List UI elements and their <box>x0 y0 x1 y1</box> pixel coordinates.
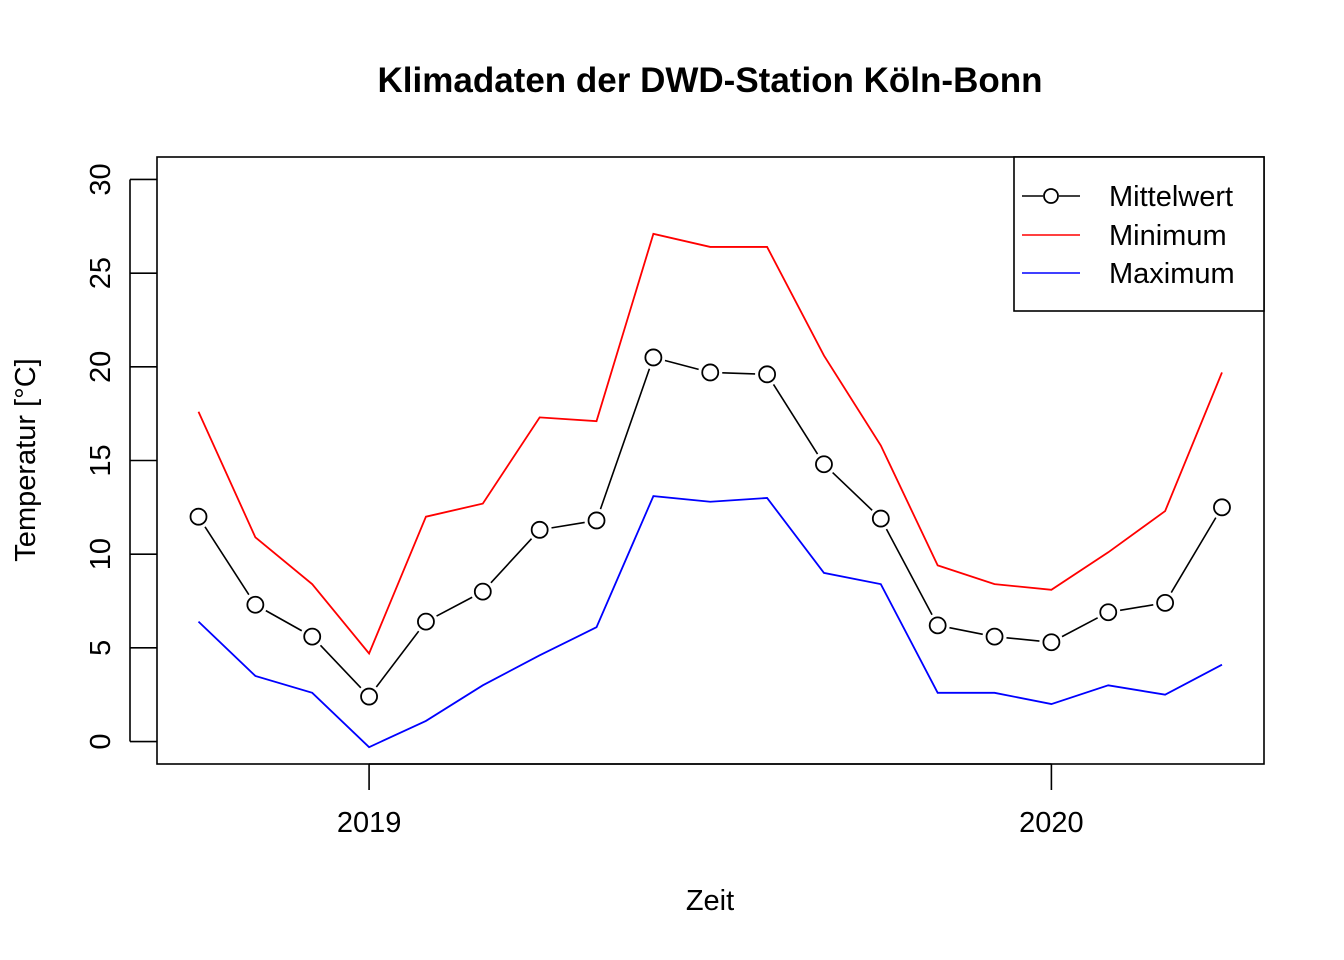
series-line-segment <box>319 644 362 689</box>
series-line-segment <box>436 596 473 617</box>
legend-marker <box>1043 188 1059 204</box>
y-tick-label: 5 <box>85 640 117 656</box>
y-tick-label: 30 <box>85 163 117 195</box>
y-tick-label: 15 <box>85 444 117 476</box>
y-axis: 0 5 10 15 20 25 30 <box>85 163 157 750</box>
x-axis: 2019 2020 <box>337 763 1084 839</box>
data-point <box>701 363 720 382</box>
series-line-segment <box>885 528 933 616</box>
data-point <box>360 687 378 706</box>
legend: Mittelwert Minimum Maximum <box>1013 156 1265 312</box>
data-point <box>246 595 265 614</box>
y-tick-label: 10 <box>85 538 117 570</box>
x-axis-label: Zeit <box>686 885 734 917</box>
series-line-segment <box>599 368 651 510</box>
data-point <box>758 365 776 384</box>
series-line-segment <box>949 626 983 636</box>
y-tick-label: 25 <box>85 257 117 289</box>
data-point <box>644 348 663 367</box>
data-point <box>1156 593 1175 612</box>
series-line <box>197 232 1223 656</box>
data-point <box>815 455 833 474</box>
series-line-segment <box>1006 636 1040 642</box>
legend-item-maximum: Maximum <box>1022 258 1235 290</box>
data-point <box>530 520 549 539</box>
series-line <box>197 495 1223 749</box>
series-line-segment <box>832 471 873 511</box>
series-line-segment <box>204 526 250 596</box>
x-tick-label: 2020 <box>1019 807 1084 839</box>
data-point <box>417 612 435 631</box>
series-line-segment <box>375 630 420 688</box>
chart-title: Klimadaten der DWD-Station Köln-Bonn <box>378 61 1043 100</box>
series-line-segment <box>664 359 699 371</box>
legend-item-mittelwert: Mittelwert <box>1022 181 1233 213</box>
series-line-segment <box>265 609 303 632</box>
data-point <box>871 509 890 528</box>
data-point <box>1213 498 1231 517</box>
series-line-segment <box>1119 604 1154 612</box>
series-layer <box>189 232 1231 749</box>
series-line-segment <box>1170 517 1217 593</box>
legend-label: Mittelwert <box>1109 181 1233 213</box>
y-axis-label: Temperatur [°C] <box>10 358 42 561</box>
legend-item-minimum: Minimum <box>1022 220 1227 252</box>
data-point <box>189 507 208 526</box>
series-line-segment <box>490 538 533 584</box>
data-point <box>1042 633 1061 652</box>
data-point <box>303 627 322 646</box>
series-line-segment <box>551 521 585 529</box>
series-line-segment <box>722 372 756 375</box>
y-tick-label: 20 <box>85 351 117 383</box>
x-tick-label: 2019 <box>337 807 402 839</box>
data-point <box>1099 603 1118 622</box>
data-point <box>985 627 1004 646</box>
series-line-segment <box>1061 617 1099 638</box>
series-line-segment <box>772 384 819 455</box>
data-point <box>587 511 606 530</box>
data-point <box>928 616 947 635</box>
legend-label: Minimum <box>1109 220 1227 252</box>
series-maximum <box>197 495 1223 749</box>
series-minimum <box>197 232 1223 656</box>
series-mittelwert <box>189 348 1231 706</box>
legend-box <box>1013 156 1265 312</box>
legend-label: Maximum <box>1109 258 1235 290</box>
y-tick-label: 0 <box>85 733 117 749</box>
data-point <box>473 582 492 601</box>
